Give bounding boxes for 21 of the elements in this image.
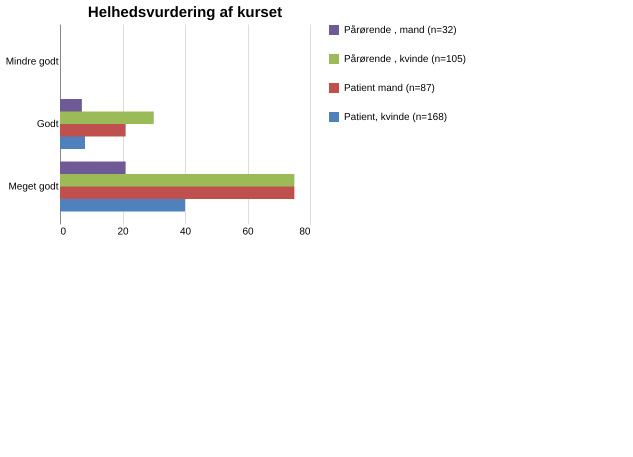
bar xyxy=(60,162,126,174)
legend-label: Pårørende , kvinde (n=105) xyxy=(344,53,466,65)
x-tick-label: 60 xyxy=(242,226,254,238)
x-tick-label: 20 xyxy=(117,226,129,238)
bar xyxy=(60,174,294,186)
bar xyxy=(60,199,185,212)
legend-label: Patient mand (n=87) xyxy=(344,83,435,94)
legend-label: Pårørende , mand (n=32) xyxy=(344,24,457,36)
y-tick-label: Meget godt xyxy=(8,182,59,192)
bar xyxy=(60,112,154,124)
bar xyxy=(60,186,294,199)
bar xyxy=(60,124,126,136)
y-tick-label: Mindre godt xyxy=(6,56,59,68)
bar xyxy=(60,99,82,112)
legend-label: Patient, kvinde (n=168) xyxy=(344,112,448,123)
x-tick-label: 0 xyxy=(60,226,66,238)
bar xyxy=(60,136,85,149)
x-tick-label: 40 xyxy=(180,226,192,238)
y-tick-label: Godt xyxy=(36,119,59,130)
chart-title: Helhedsvurdering af kurset xyxy=(88,4,282,21)
x-tick-label: 80 xyxy=(299,226,311,238)
